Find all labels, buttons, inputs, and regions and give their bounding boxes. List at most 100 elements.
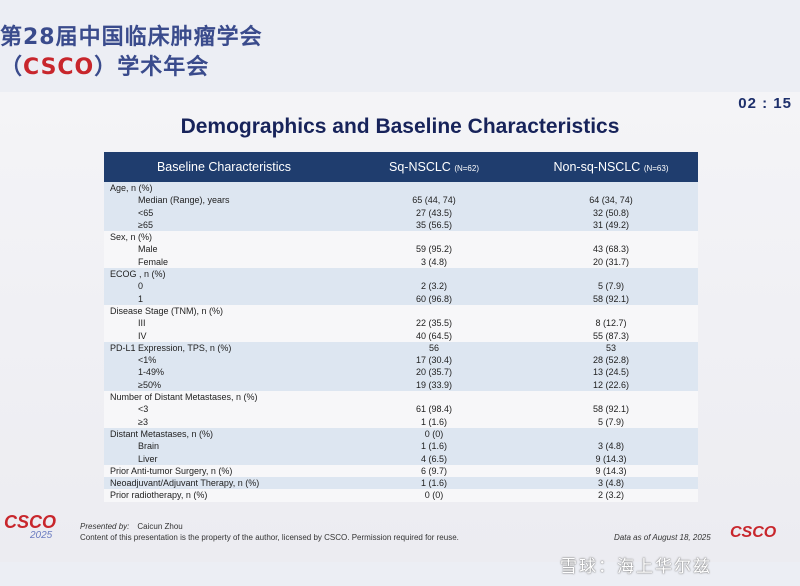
table-row: ≥50% 19 (33.9) 12 (22.6) bbox=[104, 378, 698, 392]
paren-open: （ bbox=[0, 55, 24, 80]
sq-value bbox=[344, 182, 524, 195]
row-label: PD-L1 Expression, TPS, n (%) bbox=[104, 341, 344, 355]
table-row: <1% 17 (30.4) 28 (52.8) bbox=[104, 354, 698, 367]
nonsq-value: 32 (50.8) bbox=[524, 206, 698, 219]
sq-value: 19 (33.9) bbox=[344, 378, 524, 392]
sq-value: 3 (4.8) bbox=[344, 255, 524, 269]
nonsq-value: 5 (7.9) bbox=[524, 415, 698, 428]
table-row: III 22 (35.5) 8 (12.7) bbox=[104, 317, 698, 330]
row-label: Liver bbox=[104, 452, 344, 465]
row-label: III bbox=[104, 317, 344, 330]
nonsq-value: 9 (14.3) bbox=[524, 464, 698, 478]
row-label: <3 bbox=[104, 403, 344, 416]
nonsq-value bbox=[524, 427, 698, 441]
nonsq-value bbox=[524, 304, 698, 318]
baseline-table: Baseline Characteristics Sq-NSCLC (N=62)… bbox=[104, 152, 698, 502]
table-row: Neoadjuvant/Adjuvant Therapy, n (%) 1 (1.… bbox=[104, 477, 698, 490]
csco-logo-right: CSCO bbox=[730, 524, 777, 541]
watermark: 雪球：海上华尔兹 bbox=[560, 557, 712, 577]
sq-value: 4 (6.5) bbox=[344, 452, 524, 465]
row-label: Prior Anti-tumor Surgery, n (%) bbox=[104, 464, 344, 478]
table-row: <65 27 (43.5) 32 (50.8) bbox=[104, 206, 698, 219]
header-baseline: Baseline Characteristics bbox=[104, 152, 344, 182]
presented-by: Presented by: Caicun Zhou bbox=[80, 522, 183, 531]
timer: 02 : 15 bbox=[738, 95, 792, 112]
sq-value: 1 (1.6) bbox=[344, 440, 524, 453]
presented-label: Presented by: bbox=[80, 522, 130, 531]
copyright-notice: Content of this presentation is the prop… bbox=[80, 533, 459, 542]
row-label: Disease Stage (TNM), n (%) bbox=[104, 304, 344, 318]
table-row: ≥65 35 (56.5) 31 (49.2) bbox=[104, 218, 698, 232]
row-label: <1% bbox=[104, 354, 344, 367]
sq-value: 61 (98.4) bbox=[344, 403, 524, 416]
table-row: Sex, n (%) bbox=[104, 231, 698, 244]
row-label: 1 bbox=[104, 292, 344, 305]
nonsq-value: 31 (49.2) bbox=[524, 218, 698, 232]
table-header-row: Baseline Characteristics Sq-NSCLC (N=62)… bbox=[104, 152, 698, 182]
sq-value: 1 (1.6) bbox=[344, 415, 524, 428]
nonsq-value bbox=[524, 391, 698, 404]
row-label: Neoadjuvant/Adjuvant Therapy, n (%) bbox=[104, 477, 344, 490]
sq-value: 60 (96.8) bbox=[344, 292, 524, 305]
sq-value bbox=[344, 391, 524, 404]
table-row: 1 60 (96.8) 58 (92.1) bbox=[104, 292, 698, 305]
nonsq-value: 53 bbox=[524, 341, 698, 355]
sq-value: 40 (64.5) bbox=[344, 329, 524, 342]
data-as-of: Data as of August 18, 2025 bbox=[614, 533, 711, 542]
row-label: Female bbox=[104, 255, 344, 269]
sq-value: 1 (1.6) bbox=[344, 477, 524, 490]
sq-value bbox=[344, 268, 524, 281]
sq-value: 59 (95.2) bbox=[344, 243, 524, 256]
header-sq-n: (N=62) bbox=[454, 164, 479, 173]
row-label: Age, n (%) bbox=[104, 182, 344, 195]
row-label: Sex, n (%) bbox=[104, 231, 344, 244]
header-sq: Sq-NSCLC (N=62) bbox=[344, 152, 524, 182]
table-row: <3 61 (98.4) 58 (92.1) bbox=[104, 403, 698, 416]
row-label: 0 bbox=[104, 280, 344, 293]
sq-value bbox=[344, 231, 524, 244]
conference-subtitle: （CSCO）学术年会 bbox=[0, 52, 209, 84]
sq-value: 6 (9.7) bbox=[344, 464, 524, 478]
nonsq-value: 58 (92.1) bbox=[524, 403, 698, 416]
nonsq-value: 5 (7.9) bbox=[524, 280, 698, 293]
nonsq-value: 3 (4.8) bbox=[524, 440, 698, 453]
logo-left-text: CSCO bbox=[4, 512, 57, 532]
slide-title: Demographics and Baseline Characteristic… bbox=[180, 115, 620, 138]
sq-value bbox=[344, 304, 524, 318]
table-row: Prior Anti-tumor Surgery, n (%) 6 (9.7) 9 … bbox=[104, 464, 698, 478]
nonsq-value: 8 (12.7) bbox=[524, 317, 698, 330]
table-row: Liver 4 (6.5) 9 (14.3) bbox=[104, 452, 698, 465]
sq-value: 0 (0) bbox=[344, 427, 524, 441]
nonsq-value: 64 (34, 74) bbox=[524, 194, 698, 207]
header-sq-label: Sq-NSCLC bbox=[389, 160, 451, 174]
row-label: IV bbox=[104, 329, 344, 342]
table-row: Age, n (%) bbox=[104, 182, 698, 195]
csco-logo-left: CSCO bbox=[4, 512, 56, 533]
sq-value: 56 bbox=[344, 341, 524, 355]
presenter-name: Caicun Zhou bbox=[137, 522, 183, 531]
table-row: ≥3 1 (1.6) 5 (7.9) bbox=[104, 415, 698, 428]
sq-value: 27 (43.5) bbox=[344, 206, 524, 219]
sq-value: 35 (56.5) bbox=[344, 218, 524, 232]
nonsq-value: 43 (68.3) bbox=[524, 243, 698, 256]
table-row: PD-L1 Expression, TPS, n (%) 56 53 bbox=[104, 341, 698, 355]
table-row: ECOG , n (%) bbox=[104, 268, 698, 281]
sq-value: 20 (35.7) bbox=[344, 366, 524, 379]
row-label: 1-49% bbox=[104, 366, 344, 379]
nonsq-value: 9 (14.3) bbox=[524, 452, 698, 465]
table-row: Prior radiotherapy, n (%) 0 (0) 2 (3.2) bbox=[104, 489, 698, 502]
row-label: Male bbox=[104, 243, 344, 256]
row-label: Number of Distant Metastases, n (%) bbox=[104, 391, 344, 404]
table-row: 1-49% 20 (35.7) 13 (24.5) bbox=[104, 366, 698, 379]
row-label: <65 bbox=[104, 206, 344, 219]
row-label: ECOG , n (%) bbox=[104, 268, 344, 281]
row-label: Median (Range), years bbox=[104, 194, 344, 207]
nonsq-value: 28 (52.8) bbox=[524, 354, 698, 367]
table-row: Female 3 (4.8) 20 (31.7) bbox=[104, 255, 698, 269]
table-row: Number of Distant Metastases, n (%) bbox=[104, 391, 698, 404]
nonsq-value: 12 (22.6) bbox=[524, 378, 698, 392]
nonsq-value: 20 (31.7) bbox=[524, 255, 698, 269]
table-row: Median (Range), years 65 (44, 74) 64 (34, … bbox=[104, 194, 698, 207]
table-row: Male 59 (95.2) 43 (68.3) bbox=[104, 243, 698, 256]
